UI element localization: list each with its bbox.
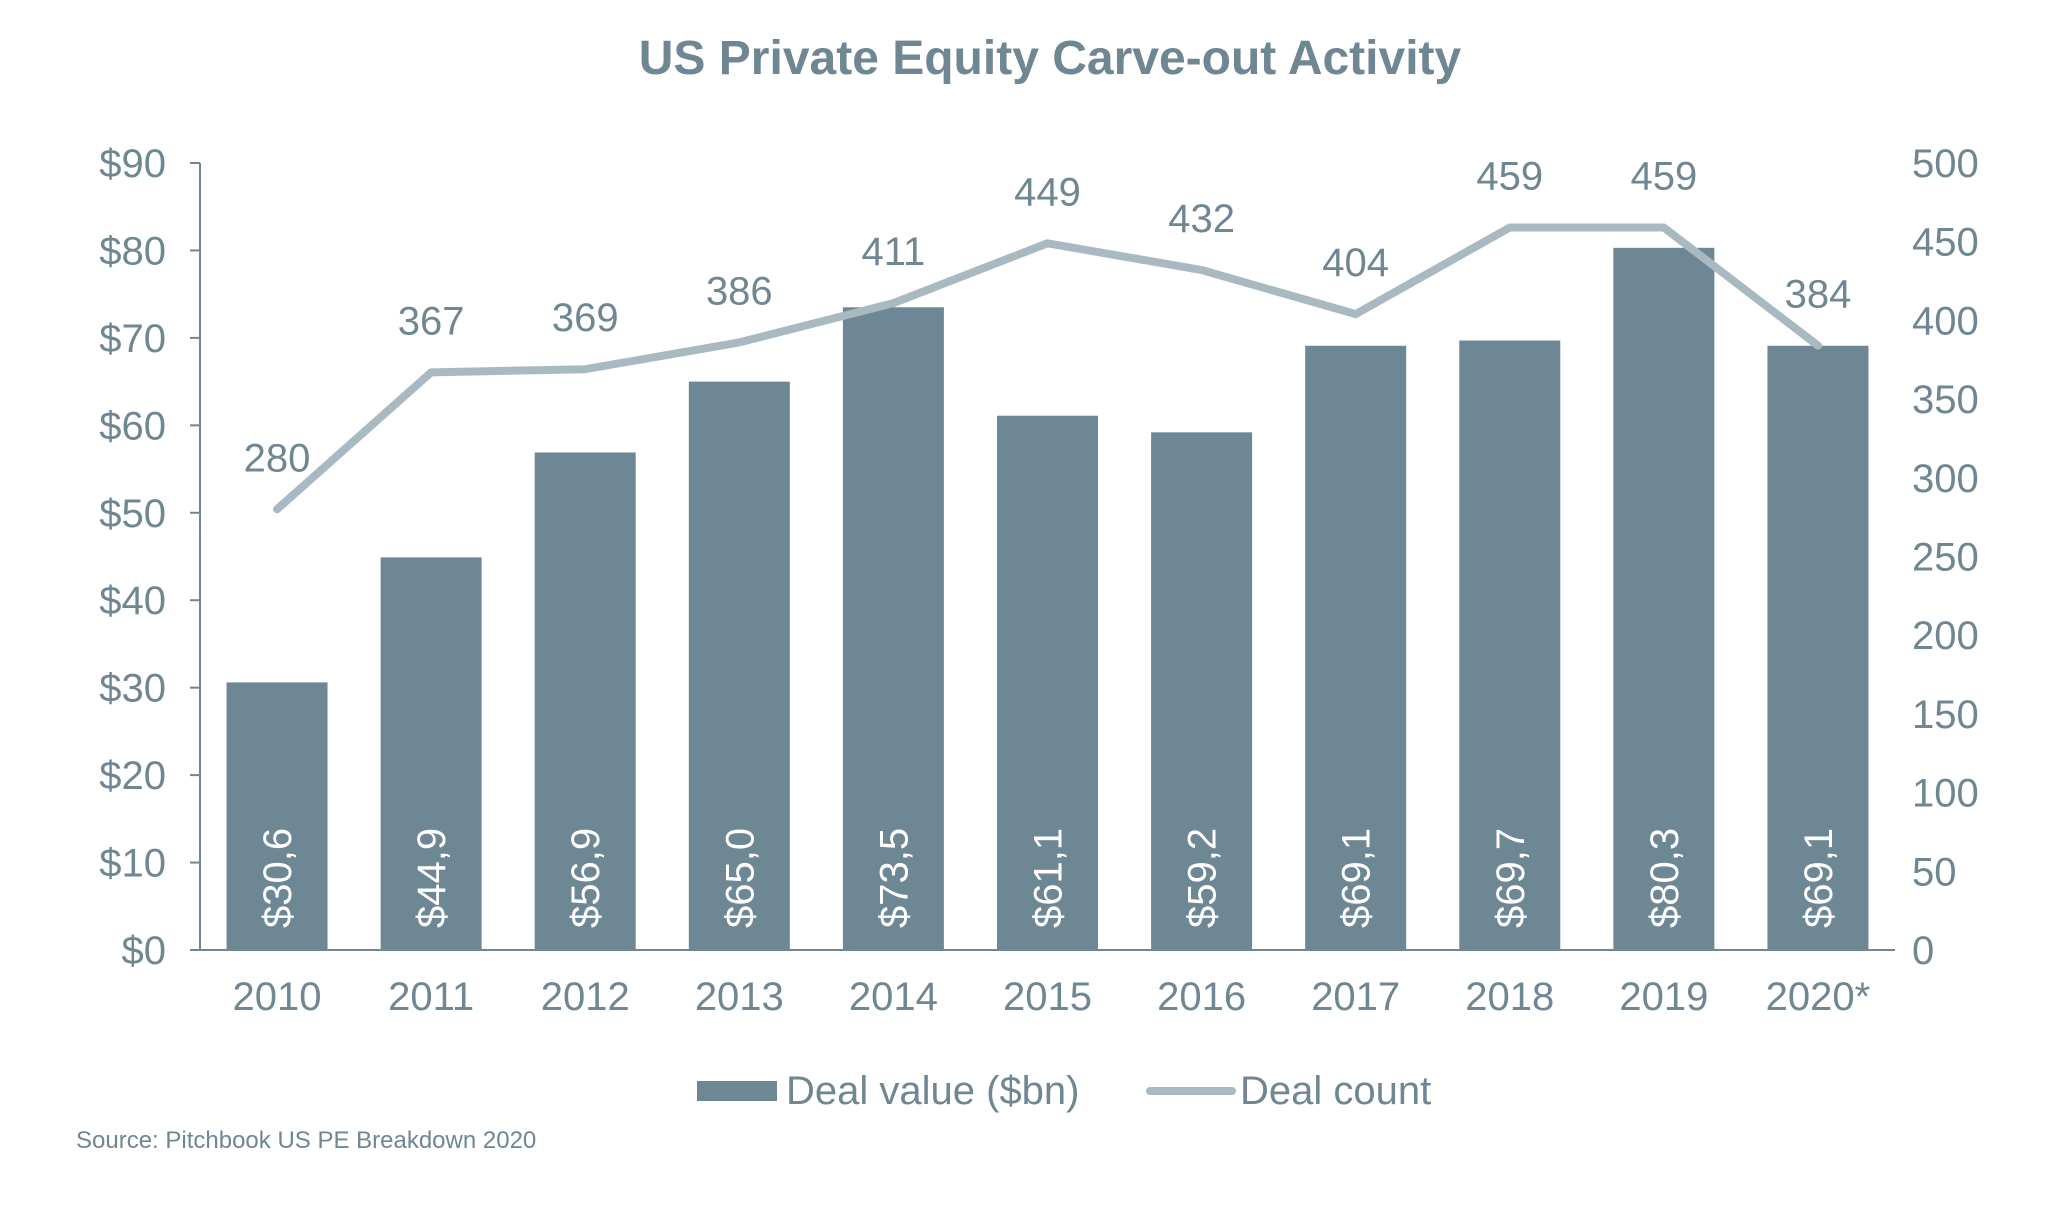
bar-data-label: $69,7 xyxy=(1489,828,1533,928)
x-axis-tick-label: 2013 xyxy=(695,975,784,1019)
bar-data-label: $30,6 xyxy=(256,828,300,928)
bar-data-label: $59,2 xyxy=(1181,828,1225,928)
line-data-label: 411 xyxy=(862,230,926,274)
bar-data-label: $65,0 xyxy=(718,828,762,928)
x-axis-tick-label: 2017 xyxy=(1311,975,1400,1019)
left-axis-tick-label: $60 xyxy=(99,404,166,448)
x-axis-tick-label: 2015 xyxy=(1003,975,1092,1019)
bar-deal-value xyxy=(1459,340,1561,950)
bar-data-label: $73,5 xyxy=(872,828,916,928)
right-axis-tick-label: 450 xyxy=(1912,221,1979,265)
deal-count-line-series xyxy=(273,223,1822,514)
legend-label-deal-value: Deal value ($bn) xyxy=(786,1069,1080,1113)
chart-title: US Private Equity Carve-out Activity xyxy=(639,32,1462,85)
line-data-label: 367 xyxy=(398,299,465,343)
line-labels: 280 367 369 386 411 449 432 404 459 459 384 xyxy=(244,155,1852,481)
line-data-label: 404 xyxy=(1322,241,1389,285)
left-axis-tick-label: $70 xyxy=(99,317,166,361)
right-axis-tick-label: 500 xyxy=(1912,142,1979,186)
right-axis-tick-label: 200 xyxy=(1912,614,1979,658)
left-axis-tick-label: $0 xyxy=(122,929,167,973)
right-axis-tick-label: 300 xyxy=(1912,457,1979,501)
legend-bar-swatch xyxy=(697,1081,777,1101)
bar-deal-value xyxy=(997,415,1098,950)
right-axis-tick-label: 250 xyxy=(1912,536,1979,580)
deal-count-line xyxy=(273,223,1822,514)
bar-deal-value xyxy=(534,452,636,950)
left-axis-tick-label: $80 xyxy=(99,229,166,273)
right-axis-tick-label: 0 xyxy=(1912,929,1934,973)
source-note: Source: Pitchbook US PE Breakdown 2020 xyxy=(76,1127,537,1154)
right-axis: 0 50 100 150 200 250 300 350 400 450 500 xyxy=(1912,142,1979,973)
bar-deal-value xyxy=(380,557,482,950)
right-axis-tick-label: 100 xyxy=(1912,772,1979,816)
x-axis-tick-label: 2014 xyxy=(849,975,938,1019)
left-axis-tick-label: $90 xyxy=(99,142,166,186)
x-axis-tick-label: 2019 xyxy=(1619,975,1708,1019)
line-data-label: 384 xyxy=(1785,273,1852,317)
bar-data-label: $44,9 xyxy=(410,828,454,928)
bar-deal-value xyxy=(688,381,790,951)
x-axis-tick-label: 2011 xyxy=(388,975,474,1019)
bar-deal-value xyxy=(226,682,328,950)
bar-data-label: $69,1 xyxy=(1335,828,1379,928)
right-axis-tick-label: 50 xyxy=(1912,850,1957,894)
line-data-label: 280 xyxy=(244,436,311,480)
right-axis-tick-label: 150 xyxy=(1912,693,1979,737)
left-axis-tick-label: $40 xyxy=(99,579,166,623)
bar-labels: $30,6 $44,9 $56,9 $65,0 $73,5 $61,1 $59,2 $69,1… xyxy=(256,828,1841,928)
left-axis-tick-label: $20 xyxy=(99,754,166,798)
line-data-label: 459 xyxy=(1476,155,1543,199)
line-data-label: 449 xyxy=(1014,170,1081,214)
x-axis-tick-label: 2010 xyxy=(233,975,322,1019)
x-axis: 2010 2011 2012 2013 2014 2015 2016 2017 2018 2019… xyxy=(200,949,1895,1019)
left-axis: $0 $10 $20 $30 $40 $50 $60 $70 $80 $90 xyxy=(99,142,201,973)
legend: Deal value ($bn) Deal count xyxy=(697,1069,1431,1113)
line-data-label: 386 xyxy=(706,269,773,313)
bar-data-label: $69,1 xyxy=(1797,828,1841,928)
left-axis-tick-label: $50 xyxy=(99,492,166,536)
right-axis-tick-label: 400 xyxy=(1912,299,1979,343)
bar-deal-value xyxy=(842,307,944,950)
x-axis-tick-label: 2016 xyxy=(1157,975,1246,1019)
bar-deal-value xyxy=(1767,345,1869,950)
bar-deal-value xyxy=(1613,247,1715,950)
right-axis-tick-label: 350 xyxy=(1912,378,1979,422)
line-data-label: 459 xyxy=(1630,155,1697,199)
line-data-label: 432 xyxy=(1168,197,1235,241)
x-axis-tick-label: 2012 xyxy=(541,975,630,1019)
x-axis-tick-label: 2018 xyxy=(1465,975,1554,1019)
x-axis-tick-label: 2020* xyxy=(1766,975,1871,1019)
bar-data-label: $61,1 xyxy=(1027,828,1071,928)
legend-label-deal-count: Deal count xyxy=(1240,1069,1431,1113)
bar-deal-value xyxy=(1151,432,1253,951)
bar-data-label: $56,9 xyxy=(564,828,608,928)
left-axis-tick-label: $10 xyxy=(99,842,166,886)
bars xyxy=(226,247,1869,951)
left-axis-tick-label: $30 xyxy=(99,667,166,711)
line-data-label: 369 xyxy=(552,296,619,340)
bar-data-label: $80,3 xyxy=(1643,828,1687,928)
bar-deal-value xyxy=(1305,345,1407,950)
